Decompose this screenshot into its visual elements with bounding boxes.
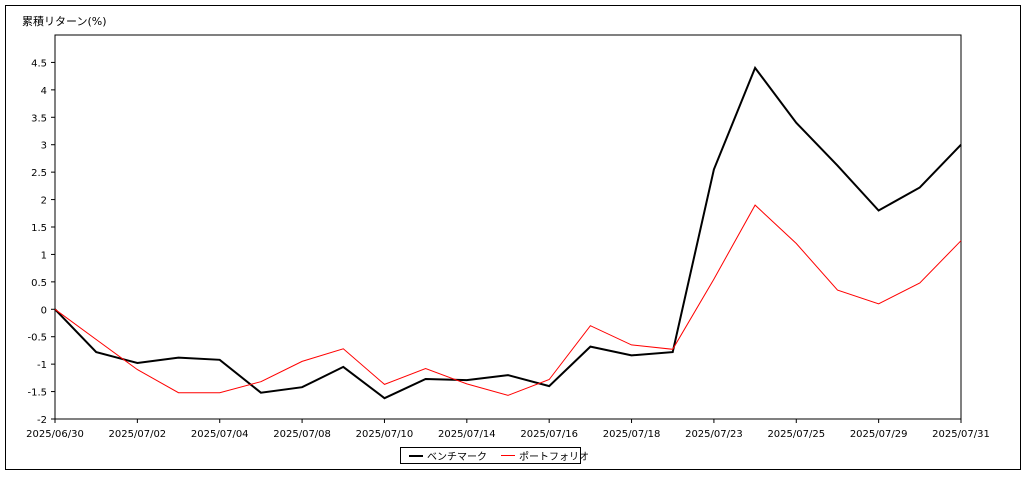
- series-line-benchmark: [54, 65, 962, 400]
- y-tick-label: 2.5: [31, 168, 47, 179]
- x-tick-label: 2025/07/08: [273, 429, 331, 440]
- x-tick-label: 2025/07/23: [685, 429, 743, 440]
- x-tick-label: 2025/07/10: [356, 429, 414, 440]
- y-tick-label: 1.5: [31, 223, 47, 234]
- legend-label-benchmark: ベンチマーク: [427, 452, 487, 463]
- legend-label-portfolio: ポートフォリオ: [519, 452, 589, 463]
- legend-item-benchmark: ベンチマーク: [409, 448, 487, 463]
- y-tick-label: 3.5: [31, 113, 47, 124]
- y-tick-label: -1: [37, 360, 47, 371]
- y-tick-label: 0: [41, 305, 47, 316]
- legend-item-portfolio: ポートフォリオ: [501, 448, 589, 463]
- y-axis-label: 累積リターン(%): [22, 15, 107, 28]
- y-tick-label: 4: [41, 86, 47, 97]
- y-tick-label: 4.5: [31, 58, 47, 69]
- x-tick-label: 2025/07/18: [603, 429, 661, 440]
- plot-area: [54, 34, 962, 420]
- series-line-portfolio: [54, 204, 962, 396]
- x-tick-label: 2025/07/29: [850, 429, 908, 440]
- y-tick-label: -0.5: [27, 333, 47, 344]
- x-tick-label: 2025/07/16: [520, 429, 578, 440]
- x-tick-label: 2025/06/30: [26, 429, 84, 440]
- legend: ベンチマーク ポートフォリオ: [400, 447, 589, 464]
- y-tick-label: -2: [37, 415, 47, 426]
- y-tick-label: 2: [41, 196, 47, 207]
- x-tick-label: 2025/07/25: [767, 429, 825, 440]
- x-tick-label: 2025/07/31: [932, 429, 990, 440]
- legend-swatch-benchmark: [409, 454, 423, 457]
- chart-frame: [5, 5, 1021, 470]
- y-tick-label: 0.5: [31, 278, 47, 289]
- x-tick-label: 2025/07/04: [191, 429, 249, 440]
- x-tick-label: 2025/07/14: [438, 429, 496, 440]
- x-tick-label: 2025/07/02: [109, 429, 167, 440]
- legend-swatch-portfolio: [501, 455, 515, 456]
- y-tick-label: 1: [41, 250, 47, 261]
- y-tick-label: 3: [41, 141, 47, 152]
- y-tick-label: -1.5: [27, 388, 47, 399]
